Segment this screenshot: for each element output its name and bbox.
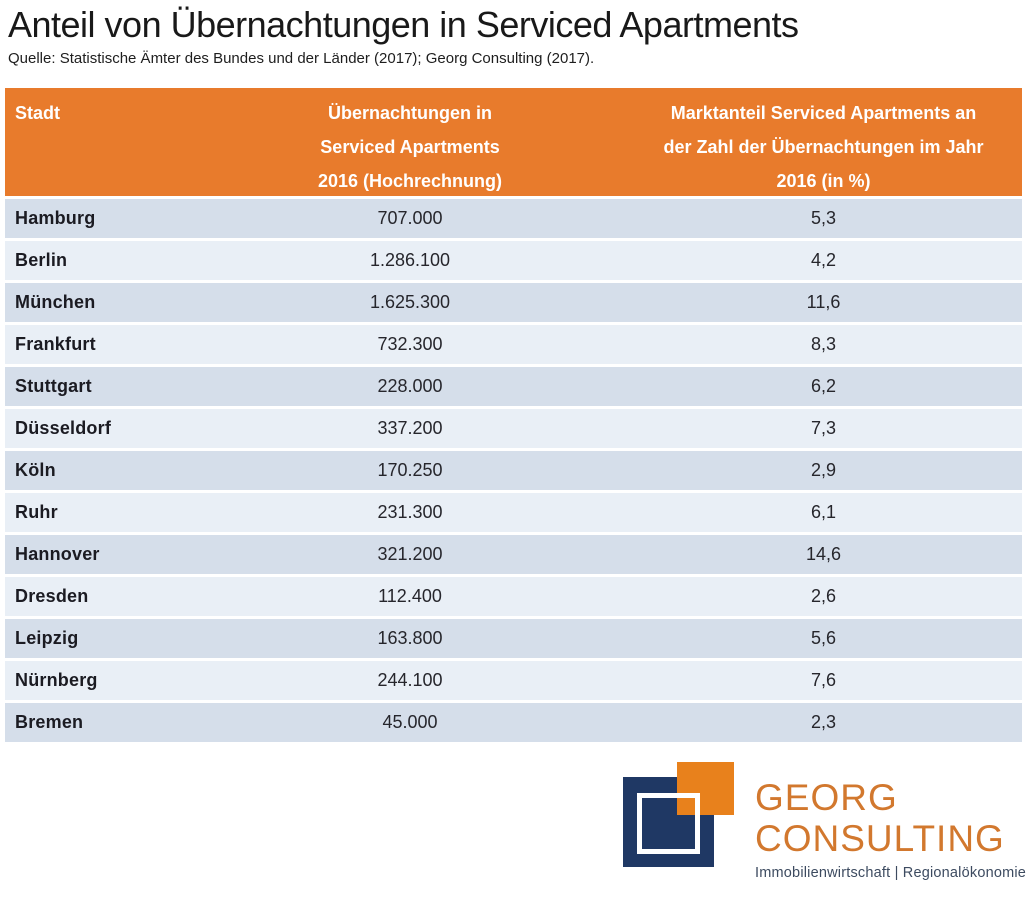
nights-cell: 231.300 <box>377 502 443 522</box>
city-cell: Nürnberg <box>15 670 98 690</box>
nights-cell: 321.200 <box>377 544 443 564</box>
nights-cell: 112.400 <box>378 586 442 606</box>
header-cell-share: Marktanteil Serviced Apartments an der Z… <box>565 96 1022 198</box>
table-header-row: Stadt Übernachtungen in Serviced Apartme… <box>5 88 1022 199</box>
nights-cell: 244.100 <box>377 670 443 690</box>
city-cell: Leipzig <box>15 628 79 648</box>
table-row: Leipzig 163.800 5,6 <box>5 619 1022 661</box>
header-line: 2016 (in %) <box>776 171 871 191</box>
nights-cell: 45.000 <box>382 712 438 732</box>
city-cell: Köln <box>15 460 56 480</box>
nights-cell: 707.000 <box>377 208 443 228</box>
nights-cell: 163.800 <box>377 628 443 648</box>
table-row: Frankfurt 732.300 8,3 <box>5 325 1022 367</box>
table-row: Dresden 112.400 2,6 <box>5 577 1022 619</box>
share-cell: 2,6 <box>810 586 837 606</box>
share-cell: 4,2 <box>810 250 837 270</box>
data-table: Stadt Übernachtungen in Serviced Apartme… <box>5 88 1022 745</box>
source-line: Quelle: Statistische Ämter des Bundes un… <box>8 50 595 67</box>
share-cell: 6,2 <box>810 376 837 396</box>
city-cell: Stuttgart <box>15 376 92 396</box>
header-line: 2016 (Hochrechnung) <box>317 171 503 191</box>
share-cell: 5,6 <box>810 628 837 648</box>
city-cell: Hannover <box>15 544 100 564</box>
table-row: Hannover 321.200 14,6 <box>5 535 1022 577</box>
header-line: Serviced Apartments <box>320 137 500 157</box>
georg-consulting-logo: GEORG CONSULTING Immobilienwirtschaft | … <box>620 755 1031 900</box>
city-cell: Hamburg <box>15 208 96 228</box>
share-cell: 5,3 <box>810 208 837 228</box>
table-body: Hamburg 707.000 5,3 Berlin 1.286.100 4,2… <box>5 199 1022 745</box>
share-cell: 11,6 <box>806 292 841 312</box>
city-cell: Frankfurt <box>15 334 96 354</box>
nights-cell: 228.000 <box>377 376 443 396</box>
header-line: Übernachtungen in <box>327 103 492 123</box>
share-cell: 7,6 <box>810 670 837 690</box>
city-cell: Dresden <box>15 586 89 606</box>
nights-cell: 732.300 <box>377 334 443 354</box>
table-row: Düsseldorf 337.200 7,3 <box>5 409 1022 451</box>
nights-cell: 337.200 <box>377 418 443 438</box>
city-cell: München <box>15 292 96 312</box>
nights-cell: 170.250 <box>377 460 443 480</box>
share-cell: 6,1 <box>810 502 837 522</box>
table-row: Ruhr 231.300 6,1 <box>5 493 1022 535</box>
share-cell: 2,9 <box>810 460 837 480</box>
logo-wordmark: GEORG CONSULTING Immobilienwirtschaft | … <box>755 777 1026 881</box>
nights-cell: 1.625.300 <box>369 292 451 312</box>
page-title: Anteil von Übernachtungen in Serviced Ap… <box>8 4 799 45</box>
city-cell: Düsseldorf <box>15 418 112 438</box>
table-row: München 1.625.300 11,6 <box>5 283 1022 325</box>
header-line: der Zahl der Übernachtungen im Jahr <box>663 137 984 157</box>
share-cell: 14,6 <box>805 544 842 564</box>
logo-word-georg: GEORG <box>755 777 898 818</box>
header-cell-nights: Übernachtungen in Serviced Apartments 20… <box>255 96 565 198</box>
share-cell: 2,3 <box>810 712 837 732</box>
share-cell: 8,3 <box>810 334 837 354</box>
table-row: Stuttgart 228.000 6,2 <box>5 367 1022 409</box>
city-cell: Ruhr <box>15 502 58 522</box>
logo-tagline: Immobilienwirtschaft | Regionalökonomie <box>755 865 1027 881</box>
share-cell: 7,3 <box>810 418 837 438</box>
city-cell: Berlin <box>15 250 68 270</box>
table-row: Bremen 45.000 2,3 <box>5 703 1022 745</box>
table-row: Nürnberg 244.100 7,6 <box>5 661 1022 703</box>
header-line: Marktanteil Serviced Apartments an <box>670 103 977 123</box>
logo-white-frame-icon <box>637 793 700 854</box>
header-line: Stadt <box>15 103 60 123</box>
header-cell-city: Stadt <box>5 96 255 198</box>
table-row: Berlin 1.286.100 4,2 <box>5 241 1022 283</box>
logo-orange-square-icon <box>677 762 734 815</box>
city-cell: Bremen <box>15 712 84 732</box>
nights-cell: 1.286.100 <box>369 250 451 270</box>
logo-word-consulting: CONSULTING <box>755 818 1005 859</box>
table-row: Köln 170.250 2,9 <box>5 451 1022 493</box>
table-row: Hamburg 707.000 5,3 <box>5 199 1022 241</box>
